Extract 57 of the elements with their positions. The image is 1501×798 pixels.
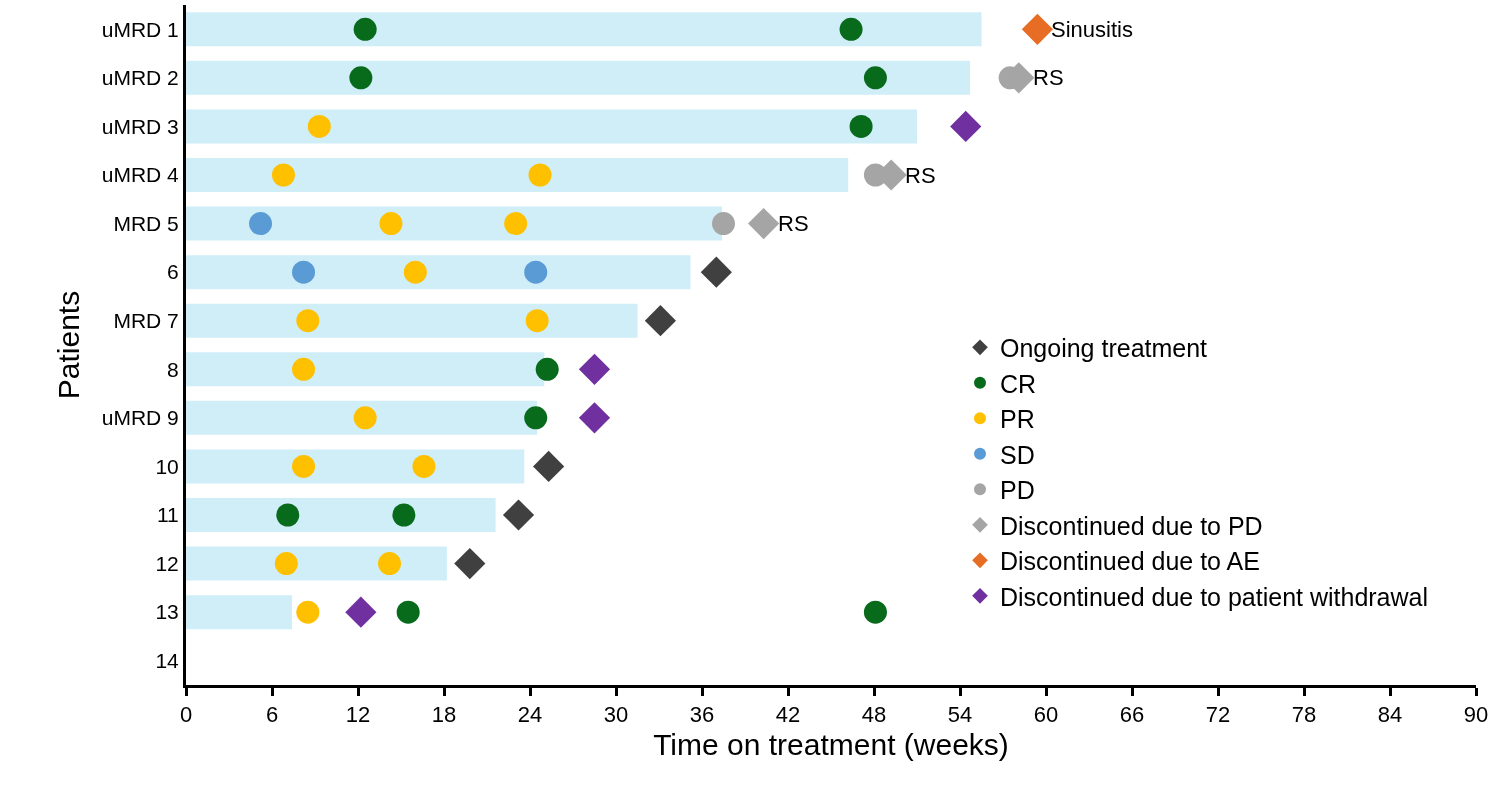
y-tick-label: uMRD 4 [101,163,180,187]
y-tick-label: uMRD 2 [101,66,179,90]
x-tick-label: 0 [179,702,193,728]
x-axis-title: Time on treatment (weeks) [653,727,1009,761]
bar [186,109,917,144]
bar [186,12,982,47]
legend-label: CR [1000,369,1037,398]
x-tick-label: 84 [1377,702,1403,728]
y-tick-label: uMRD 3 [101,114,179,138]
bar [186,449,525,484]
x-tick-label: 12 [345,702,371,728]
bar [186,546,447,581]
annotation: Sinusitis [1051,17,1133,42]
bar [186,498,496,532]
y-tick-label: uMRD 9 [101,406,179,430]
x-tick-label: 66 [1119,702,1145,728]
y-tick-label: 13 [155,600,179,624]
legend-label: Discontinued due to patient withdrawal [1000,582,1429,611]
bar [186,595,293,630]
x-tick-label: 72 [1205,702,1231,728]
annotation: RS [1033,65,1064,90]
x-tick-label: 18 [431,702,457,728]
legend-label: PR [1000,405,1035,434]
legend-label: PD [1000,476,1035,505]
y-tick-label: 10 [155,454,179,478]
bar [186,352,545,387]
y-axis-title: Patients [51,290,85,400]
y-tick-label: uMRD 1 [101,17,179,41]
x-tick-label: 90 [1463,702,1489,728]
y-tick-label: 8 [167,357,179,381]
x-tick-label: 48 [861,702,887,728]
x-tick-label: 78 [1291,702,1317,728]
legend-label: Ongoing treatment [1000,334,1208,363]
bar [186,255,691,290]
bar [186,60,971,95]
y-tick-label: MRD 5 [113,211,179,235]
bar [186,400,538,435]
y-tick-label: 14 [155,649,180,673]
y-tick-label: 12 [155,551,179,575]
x-tick-label: 54 [947,702,973,728]
legend-label: Discontinued due to AE [1000,547,1260,576]
x-tick-label: 24 [517,702,543,728]
x-tick-label: 42 [775,702,801,728]
y-tick-label: 11 [156,503,179,527]
bar [186,206,723,241]
x-tick-label: 60 [1033,702,1059,728]
bar [186,158,849,192]
x-tick-label: 30 [603,702,629,728]
y-tick-label: MRD 7 [113,309,179,333]
y-tick-label: 6 [167,260,179,284]
legend-label: Discontinued due to PD [1000,511,1263,540]
bar [186,303,638,338]
x-tick-label: 6 [265,702,279,728]
annotation: RS [905,163,936,188]
x-tick-label: 36 [689,702,715,728]
annotation: RS [778,211,809,236]
legend-label: SD [1000,440,1035,469]
